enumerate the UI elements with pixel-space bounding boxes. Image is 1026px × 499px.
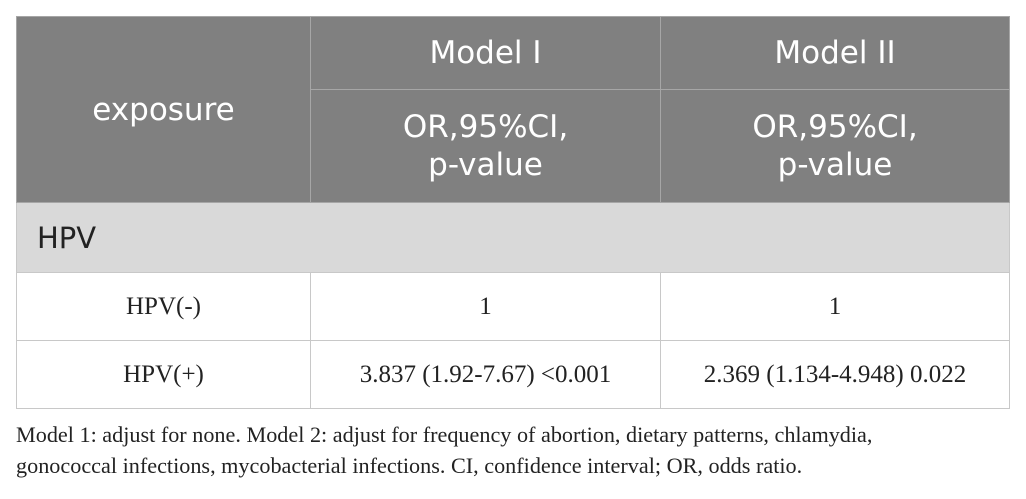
header-model-1-stat-line1: OR,95%CI,	[402, 109, 569, 145]
results-table-container: exposure Model I Model II OR,95%CI, p-va…	[16, 16, 1010, 409]
cell-model-2: 2.369 (1.134-4.948) 0.022	[660, 340, 1010, 409]
header-row-models: exposure Model I Model II	[16, 16, 1010, 203]
regression-results-table: exposure Model I Model II OR,95%CI, p-va…	[16, 16, 1010, 409]
cell-exposure: HPV(+)	[16, 340, 311, 409]
header-model-2-stat-line2: p-value	[777, 147, 893, 183]
header-model-2-stat: OR,95%CI, p-value	[660, 89, 1010, 203]
header-model-2: Model II	[660, 16, 1010, 90]
table-row: HPV(-) 1 1	[16, 272, 1010, 341]
header-model-2-stat-line1: OR,95%CI,	[752, 109, 918, 145]
section-label: HPV	[16, 202, 1010, 273]
footnote-line-2: gonococcal infections, mycobacterial inf…	[16, 453, 803, 478]
cell-model-2: 1	[660, 272, 1010, 341]
header-exposure: exposure	[16, 16, 311, 203]
header-model-1-stat: OR,95%CI, p-value	[310, 89, 661, 203]
cell-model-1: 3.837 (1.92-7.67) <0.001	[310, 340, 661, 409]
header-model-1: Model I	[310, 16, 661, 90]
section-row-hpv: HPV	[16, 202, 1010, 273]
header-row-stats: OR,95%CI, p-value OR,95%CI, p-value	[17, 89, 1010, 203]
footnote-line-1: Model 1: adjust for none. Model 2: adjus…	[16, 422, 873, 447]
header-model-1-stat-line2: p-value	[428, 147, 543, 183]
table-row: HPV(+) 3.837 (1.92-7.67) <0.001 2.369 (1…	[16, 340, 1010, 409]
cell-model-1: 1	[310, 272, 661, 341]
cell-exposure: HPV(-)	[16, 272, 311, 341]
table-footnote: Model 1: adjust for none. Model 2: adjus…	[16, 419, 1011, 481]
